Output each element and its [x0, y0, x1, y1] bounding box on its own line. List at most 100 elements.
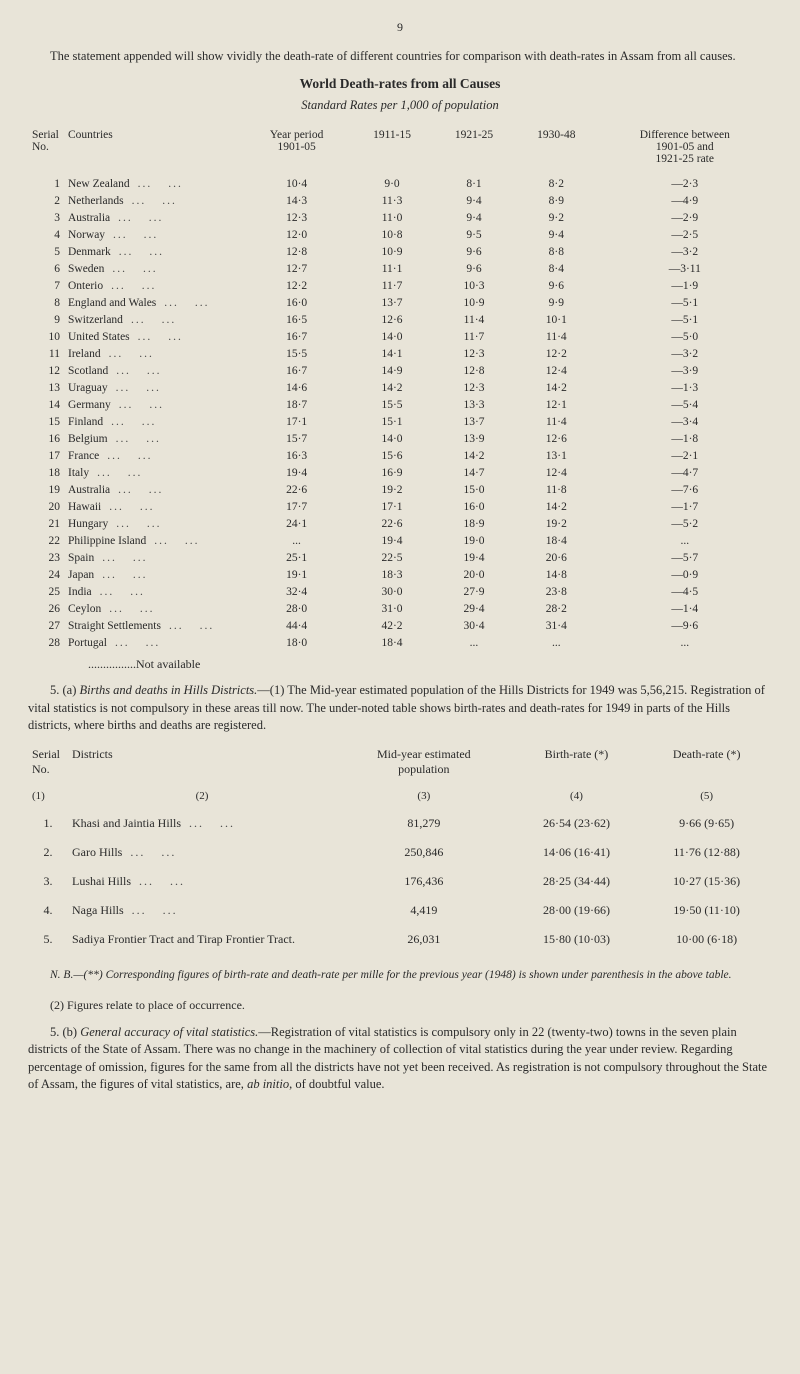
- cell-value: —5·2: [598, 515, 772, 532]
- cell-country: New Zealand......: [64, 175, 242, 192]
- cell-value: 19·0: [433, 532, 515, 549]
- table-row: 2.Garo Hills......250,84614·06 (16·41)11…: [28, 838, 772, 867]
- cell-value: —5·0: [598, 328, 772, 345]
- table-row: 6Sweden......12·711·19·68·4—3·11: [28, 260, 772, 277]
- cell-country: France......: [64, 447, 242, 464]
- cell-value: 12·3: [433, 379, 515, 396]
- cell-value: 18·7: [242, 396, 351, 413]
- cell-value: 9·9: [515, 294, 597, 311]
- th-1921: 1921-25: [433, 127, 515, 175]
- cell-value: 16·0: [242, 294, 351, 311]
- table-row: 26Ceylon......28·031·029·428·2—1·4: [28, 600, 772, 617]
- cell-value: 14·7: [433, 464, 515, 481]
- cell-value: ...: [598, 634, 772, 651]
- table2-header-row: SerialNo. Districts Mid-year estimatedpo…: [28, 745, 772, 783]
- cell-value: 11·0: [351, 209, 433, 226]
- table-row: 27Straight Settlements......44·442·230·4…: [28, 617, 772, 634]
- cell-value: 10·9: [351, 243, 433, 260]
- intro-paragraph: The statement appended will show vividly…: [28, 48, 772, 65]
- cell-value: 30·4: [433, 617, 515, 634]
- cell-value: 19·4: [433, 549, 515, 566]
- cell-value: 11·4: [515, 328, 597, 345]
- cell-value: —3·11: [598, 260, 772, 277]
- cell-value: 31·4: [515, 617, 597, 634]
- cell-serial: 28: [28, 634, 64, 651]
- cell-value: 16·7: [242, 362, 351, 379]
- cell-country: Scotland......: [64, 362, 242, 379]
- cell-value: 13·3: [433, 396, 515, 413]
- cell-value: 8·4: [515, 260, 597, 277]
- cell-country: United States......: [64, 328, 242, 345]
- cell-value: 28·25 (34·44): [512, 867, 642, 896]
- cell-country: Norway......: [64, 226, 242, 243]
- cell-value: 24·1: [242, 515, 351, 532]
- cell-country: Straight Settlements......: [64, 617, 242, 634]
- cell-district: Khasi and Jaintia Hills......: [68, 809, 336, 838]
- th2-serial: SerialNo.: [28, 745, 68, 783]
- para5b-text: 5. (b) General accuracy of vital statist…: [28, 1025, 767, 1092]
- cell-value: 9·4: [433, 209, 515, 226]
- cell-value: 9·4: [433, 192, 515, 209]
- table-row: 8England and Wales......16·013·710·99·9—…: [28, 294, 772, 311]
- cell-serial: 5.: [28, 925, 68, 954]
- cell-country: Australia......: [64, 209, 242, 226]
- table-row: 7Onterio......12·211·710·39·6—1·9: [28, 277, 772, 294]
- table-row: 25India......32·430·027·923·8—4·5: [28, 583, 772, 600]
- th2-death: Death-rate (*): [641, 745, 772, 783]
- cell-value: 10·3: [433, 277, 515, 294]
- table-row: 14Germany......18·715·513·312·1—5·4: [28, 396, 772, 413]
- cell-value: 4,419: [336, 896, 512, 925]
- table-row: 3Australia......12·311·09·49·2—2·9: [28, 209, 772, 226]
- cell-country: Spain......: [64, 549, 242, 566]
- table1-body: 1New Zealand......10·49·08·18·2—2·32Neth…: [28, 175, 772, 651]
- cell-value: 14·6: [242, 379, 351, 396]
- cell-value: 12·8: [433, 362, 515, 379]
- table-row: 24Japan......19·118·320·014·8—0·9: [28, 566, 772, 583]
- th-1930: 1930-48: [515, 127, 597, 175]
- cell-value: 14·2: [433, 447, 515, 464]
- cell-serial: 22: [28, 532, 64, 549]
- cell-value: 12·2: [515, 345, 597, 362]
- cell-country: Japan......: [64, 566, 242, 583]
- cell-value: 11·7: [351, 277, 433, 294]
- table-row: 18Italy......19·416·914·712·4—4·7: [28, 464, 772, 481]
- cell-value: 26,031: [336, 925, 512, 954]
- cell-value: 12·2: [242, 277, 351, 294]
- cell-value: 9·2: [515, 209, 597, 226]
- table-row: 22Philippine Island.........19·419·018·4…: [28, 532, 772, 549]
- cell-value: 9·66 (9·65): [641, 809, 772, 838]
- cell-value: 12·8: [242, 243, 351, 260]
- table-row: 20Hawaii......17·717·116·014·2—1·7: [28, 498, 772, 515]
- th-period: Year period1901-05: [242, 127, 351, 175]
- cell-value: —2·5: [598, 226, 772, 243]
- cell-country: India......: [64, 583, 242, 600]
- cell-value: 10·8: [351, 226, 433, 243]
- th-1911: 1911-15: [351, 127, 433, 175]
- table-row: 13Uraguay......14·614·212·314·2—1·3: [28, 379, 772, 396]
- cell-value: 15·80 (10·03): [512, 925, 642, 954]
- cell-value: 14·9: [351, 362, 433, 379]
- cell-value: 28·0: [242, 600, 351, 617]
- cell-value: 9·4: [515, 226, 597, 243]
- table-row: 10United States......16·714·011·711·4—5·…: [28, 328, 772, 345]
- cell-serial: 26: [28, 600, 64, 617]
- page-number: 9: [28, 20, 772, 35]
- cell-value: —5·1: [598, 294, 772, 311]
- not-available-note: ................Not available: [88, 657, 772, 672]
- cell-value: 16·3: [242, 447, 351, 464]
- cell-value: —1·9: [598, 277, 772, 294]
- cell-serial: 19: [28, 481, 64, 498]
- document-page: 9 The statement appended will show vivid…: [0, 0, 800, 1134]
- paragraph-5b: 5. (b) General accuracy of vital statist…: [28, 1024, 772, 1094]
- cell-value: —3·2: [598, 243, 772, 260]
- cell-value: 22·6: [242, 481, 351, 498]
- table2-subheader-row: (1) (2) (3) (4) (5): [28, 783, 772, 809]
- cell-value: 14·3: [242, 192, 351, 209]
- cell-value: 15·5: [242, 345, 351, 362]
- cell-country: Sweden......: [64, 260, 242, 277]
- cell-value: 26·54 (23·62): [512, 809, 642, 838]
- cell-value: ...: [598, 532, 772, 549]
- cell-value: 11·76 (12·88): [641, 838, 772, 867]
- cell-value: 19·1: [242, 566, 351, 583]
- table-row: 9Switzerland......16·512·611·410·1—5·1: [28, 311, 772, 328]
